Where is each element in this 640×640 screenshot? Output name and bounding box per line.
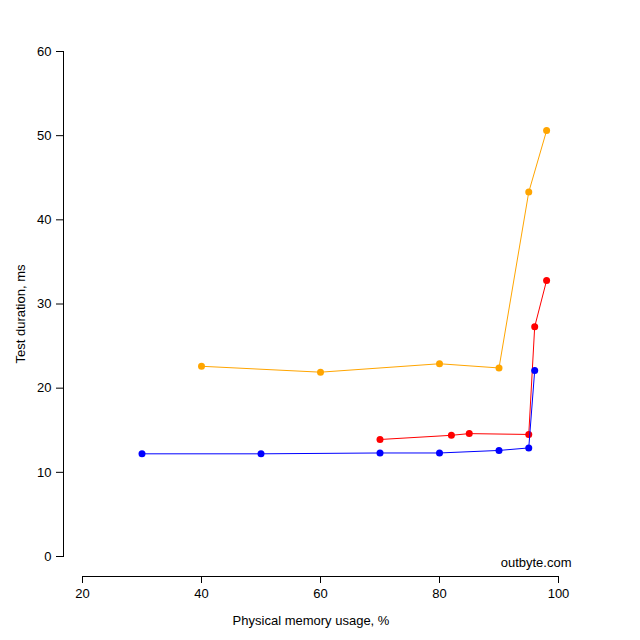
svg-text:100: 100 xyxy=(548,586,570,601)
svg-text:40: 40 xyxy=(37,212,51,227)
svg-text:Physical memory usage, %: Physical memory usage, % xyxy=(233,613,390,628)
svg-text:0: 0 xyxy=(44,549,51,564)
svg-text:Test duration, ms: Test duration, ms xyxy=(13,264,28,363)
svg-text:10: 10 xyxy=(37,464,51,479)
svg-text:30: 30 xyxy=(37,296,51,311)
svg-text:20: 20 xyxy=(37,380,51,395)
svg-text:60: 60 xyxy=(313,586,327,601)
svg-text:80: 80 xyxy=(432,586,446,601)
svg-text:50: 50 xyxy=(37,128,51,143)
svg-text:outbyte.com: outbyte.com xyxy=(501,555,572,570)
svg-text:20: 20 xyxy=(75,586,89,601)
svg-text:60: 60 xyxy=(37,44,51,59)
svg-text:40: 40 xyxy=(194,586,208,601)
